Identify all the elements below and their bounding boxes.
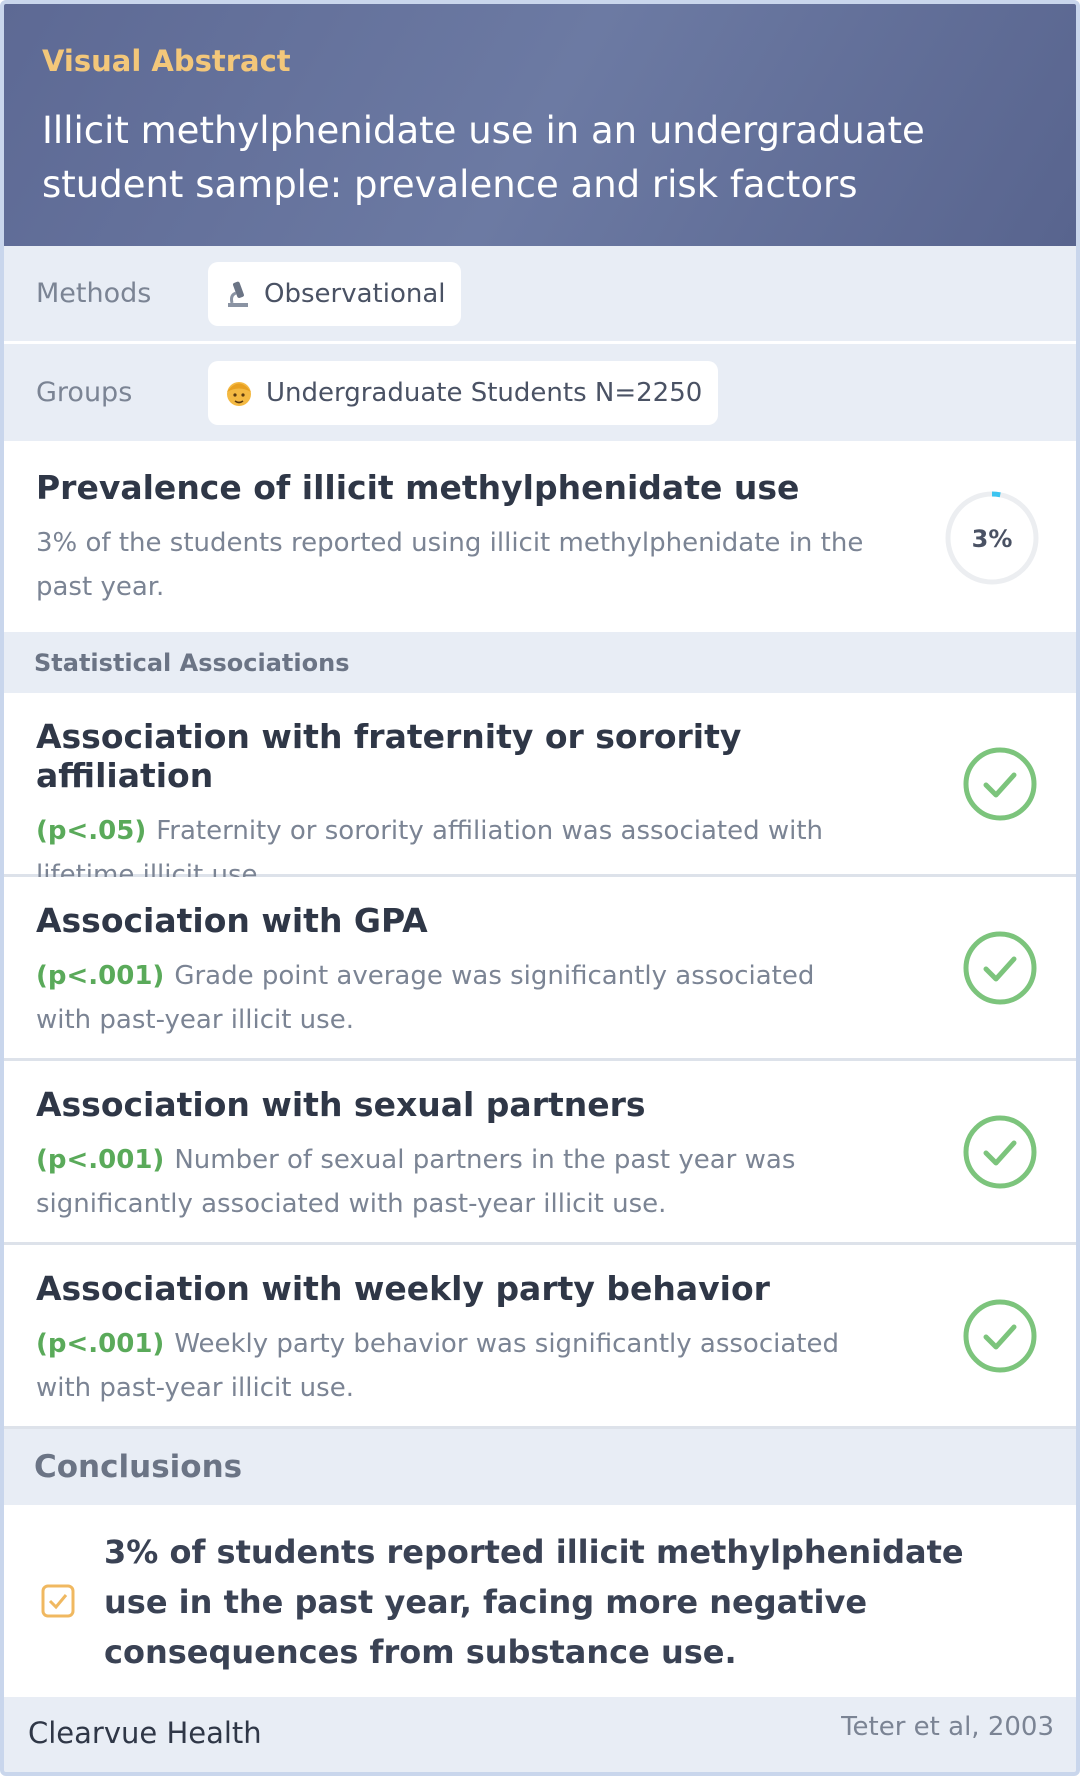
groups-value: Undergraduate Students N=2250 (266, 377, 703, 408)
methods-value: Observational (264, 278, 446, 309)
methods-row: Methods Observational (4, 246, 1076, 344)
prevalence-card: Prevalence of illicit methylphenidate us… (4, 444, 1076, 632)
check-circle (963, 931, 1037, 1004)
conclusions-card: 3% of students reported illicit methylph… (4, 1505, 1076, 1697)
association-text: Weekly party behavior was significantly … (36, 1329, 839, 1403)
check-icon (963, 747, 1037, 820)
conclusions-header: Conclusions (4, 1429, 1076, 1505)
association-title: Association with sexual partners (36, 1085, 646, 1124)
association-text-block: (p<.001) Number of sexual partners in the… (36, 1138, 876, 1226)
association-text-block: (p<.001) Weekly party behavior was signif… (36, 1322, 876, 1410)
ring-label: 3% (972, 525, 1013, 553)
p-value: (p<.001) (36, 1145, 165, 1175)
association-text: Number of sexual partners in the past ye… (36, 1145, 796, 1219)
check-mark (983, 772, 1017, 797)
header: Visual Abstract Illicit methylphenidate … (4, 4, 1076, 246)
conclusions-text: 3% of students reported illicit methylph… (104, 1533, 964, 1671)
header-title: Illicit methylphenidate use in an underg… (42, 109, 925, 206)
check-mark (983, 1324, 1017, 1349)
methods-chip: Observational (208, 261, 462, 326)
microscope-icon (228, 281, 248, 307)
ring-arc (945, 491, 1039, 585)
person-icon (227, 381, 251, 406)
p-value: (p<.001) (36, 961, 165, 991)
association-title: Association with GPA (36, 901, 428, 940)
check-icon (963, 1299, 1037, 1372)
association-card: Association with weekly party behavior (p… (4, 1245, 1076, 1429)
header-label: Visual Abstract (42, 44, 291, 78)
groups-label: Groups (36, 377, 133, 408)
association-text: Grade point average was significantly as… (36, 961, 815, 1035)
association-card: Association with sexual partners (p<.001)… (4, 1061, 1076, 1245)
check-circle (963, 1299, 1037, 1372)
p-value: (p<.05) (36, 816, 147, 846)
groups-row: Groups Undergraduate Students N=2250 (4, 344, 1076, 444)
check-mark (983, 1140, 1017, 1165)
association-card: Association with GPA (p<.001) Grade point … (4, 877, 1076, 1061)
association-text-block: (p<.001) Grade point average was signific… (36, 954, 876, 1042)
prevalence-text: 3% of the students reported using illici… (36, 528, 864, 602)
check-icon (963, 1115, 1037, 1188)
association-title: Association with weekly party behavior (36, 1269, 770, 1308)
methods-label: Methods (36, 278, 152, 309)
associations-list: Association with fraternity or sorority … (4, 693, 1076, 1429)
check-mark (983, 956, 1017, 981)
footer: Clearvue Health Teter et al, 2003 (4, 1697, 1076, 1768)
association-card: Association with fraternity or sorority … (4, 693, 1076, 890)
check-circle (963, 747, 1037, 820)
footer-citation: Teter et al, 2003 (841, 1711, 1054, 1742)
check-circle (963, 1115, 1037, 1188)
association-title: Association with fraternity or sorority … (36, 717, 742, 795)
check-box-icon (41, 1584, 75, 1618)
prevalence-ring: 3% (945, 491, 1039, 585)
check-icon (963, 931, 1037, 1004)
prevalence-title: Prevalence of illicit methylphenidate us… (36, 468, 800, 507)
footer-brand: Clearvue Health (28, 1715, 262, 1750)
associations-header: Statistical Associations (4, 632, 1076, 693)
groups-chip: Undergraduate Students N=2250 (208, 360, 719, 425)
p-value: (p<.001) (36, 1329, 165, 1359)
